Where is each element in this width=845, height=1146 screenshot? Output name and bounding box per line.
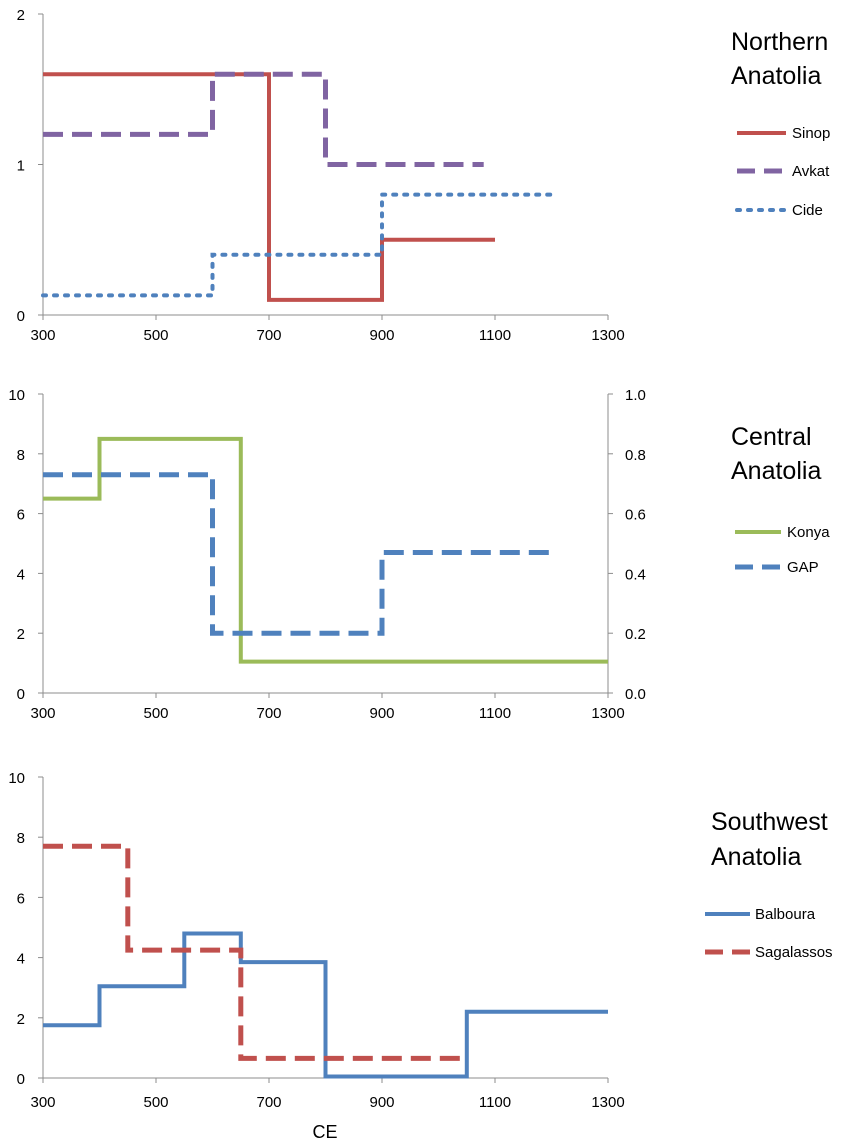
x-tick-label: 1100 — [479, 327, 511, 344]
y-tick-label: 4 — [17, 566, 25, 583]
x-tick-label: 900 — [369, 1094, 394, 1111]
y2-tick-label: 0.6 — [625, 507, 646, 524]
y2-tick-label: 0.4 — [625, 566, 646, 583]
y-tick-label: 10 — [8, 770, 25, 787]
x-tick-label: 900 — [369, 327, 394, 344]
y-tick-label: 4 — [17, 951, 25, 968]
y2-tick-label: 0.2 — [625, 626, 646, 643]
panel-title-line: Anatolia — [731, 457, 821, 485]
x-tick-label: 300 — [30, 1094, 55, 1111]
x-tick-label: 500 — [143, 327, 168, 344]
chart-panel-2: 300 500 700 900 1100 1300 0 2 4 6 8 10 0.0 0.2 0.4 0.6 0… — [8, 387, 830, 722]
y-tick-label: 6 — [17, 507, 25, 524]
series-line-gap — [43, 472, 552, 636]
y2-tick-label: 0.0 — [625, 686, 646, 703]
x-tick-label: 700 — [256, 1094, 281, 1111]
x-tick-label: 300 — [30, 327, 55, 344]
panel-title-line: Central — [731, 423, 812, 451]
series-line-balboura — [43, 931, 608, 1079]
panel-title-line: Anatolia — [711, 843, 801, 871]
y-tick-label: 0 — [17, 308, 25, 325]
x-tick-label: 1300 — [591, 705, 624, 722]
x-tick-label: 500 — [143, 1094, 168, 1111]
y-tick-label: 8 — [17, 447, 25, 464]
panel-title-line: Anatolia — [731, 62, 821, 90]
y-tick-label: 2 — [17, 7, 25, 24]
panel-title-line: Southwest — [711, 808, 828, 836]
chart-panel-3: 300 500 700 900 1100 1300 0 2 4 6 8 10 Balboura Sagal… — [8, 770, 832, 1142]
y2-tick-label: 0.8 — [625, 447, 646, 464]
series-line-sagalassos — [43, 843, 467, 1061]
legend-label-konya: Konya — [787, 524, 830, 541]
legend-label-cide: Cide — [792, 202, 823, 219]
y-tick-label: 6 — [17, 890, 25, 907]
series-line-konya — [43, 436, 608, 664]
x-axis-label: CE — [312, 1122, 337, 1142]
x-tick-label: 1300 — [591, 1094, 624, 1111]
series-line-sinop — [43, 72, 495, 302]
y-tick-label: 10 — [8, 387, 25, 404]
x-tick-label: 700 — [256, 327, 281, 344]
x-tick-label: 300 — [30, 705, 55, 722]
y-tick-label: 0 — [17, 1071, 25, 1088]
y-tick-label: 0 — [17, 686, 25, 703]
legend-label-gap: GAP — [787, 559, 819, 576]
panel-title-line: Northern — [731, 28, 828, 56]
series-line-avkat — [43, 71, 484, 167]
legend-label-balboura: Balboura — [755, 906, 816, 923]
legend-label-avkat: Avkat — [792, 163, 830, 180]
x-tick-label: 1300 — [591, 327, 624, 344]
y-tick-label: 2 — [17, 1011, 25, 1028]
legend-label-sagalassos: Sagalassos — [755, 944, 833, 961]
y-tick-label: 2 — [17, 626, 25, 643]
x-tick-label: 1100 — [479, 1094, 511, 1111]
y-tick-label: 1 — [17, 158, 25, 175]
y-tick-label: 8 — [17, 830, 25, 847]
x-tick-label: 500 — [143, 705, 168, 722]
x-tick-label: 700 — [256, 705, 281, 722]
chart-panel-1: 300 500 700 900 1100 1300 0 1 2 Sinop Avkat Cide Nor… — [17, 7, 831, 344]
x-tick-label: 900 — [369, 705, 394, 722]
y2-tick-label: 1.0 — [625, 387, 646, 404]
series-line-cide — [41, 192, 554, 298]
x-tick-label: 1100 — [479, 705, 511, 722]
legend-label-sinop: Sinop — [792, 125, 830, 142]
